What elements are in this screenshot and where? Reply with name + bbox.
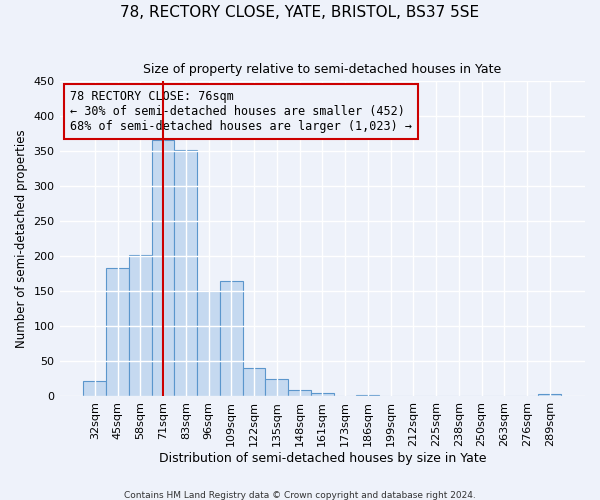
Bar bbox=[106, 268, 129, 396]
Bar bbox=[220, 282, 242, 397]
Text: 78, RECTORY CLOSE, YATE, BRISTOL, BS37 5SE: 78, RECTORY CLOSE, YATE, BRISTOL, BS37 5… bbox=[121, 5, 479, 20]
Bar bbox=[288, 390, 311, 396]
Bar bbox=[197, 291, 220, 397]
Bar bbox=[265, 379, 288, 396]
Bar bbox=[356, 395, 379, 396]
Bar bbox=[242, 368, 265, 396]
Bar bbox=[538, 394, 561, 396]
Title: Size of property relative to semi-detached houses in Yate: Size of property relative to semi-detach… bbox=[143, 62, 502, 76]
Y-axis label: Number of semi-detached properties: Number of semi-detached properties bbox=[15, 130, 28, 348]
Bar bbox=[175, 150, 197, 396]
X-axis label: Distribution of semi-detached houses by size in Yate: Distribution of semi-detached houses by … bbox=[158, 452, 486, 465]
Bar bbox=[311, 393, 334, 396]
Bar bbox=[129, 256, 152, 396]
Text: 78 RECTORY CLOSE: 76sqm
← 30% of semi-detached houses are smaller (452)
68% of s: 78 RECTORY CLOSE: 76sqm ← 30% of semi-de… bbox=[70, 90, 412, 134]
Text: Contains HM Land Registry data © Crown copyright and database right 2024.: Contains HM Land Registry data © Crown c… bbox=[124, 490, 476, 500]
Bar bbox=[83, 381, 106, 396]
Bar bbox=[152, 140, 175, 396]
